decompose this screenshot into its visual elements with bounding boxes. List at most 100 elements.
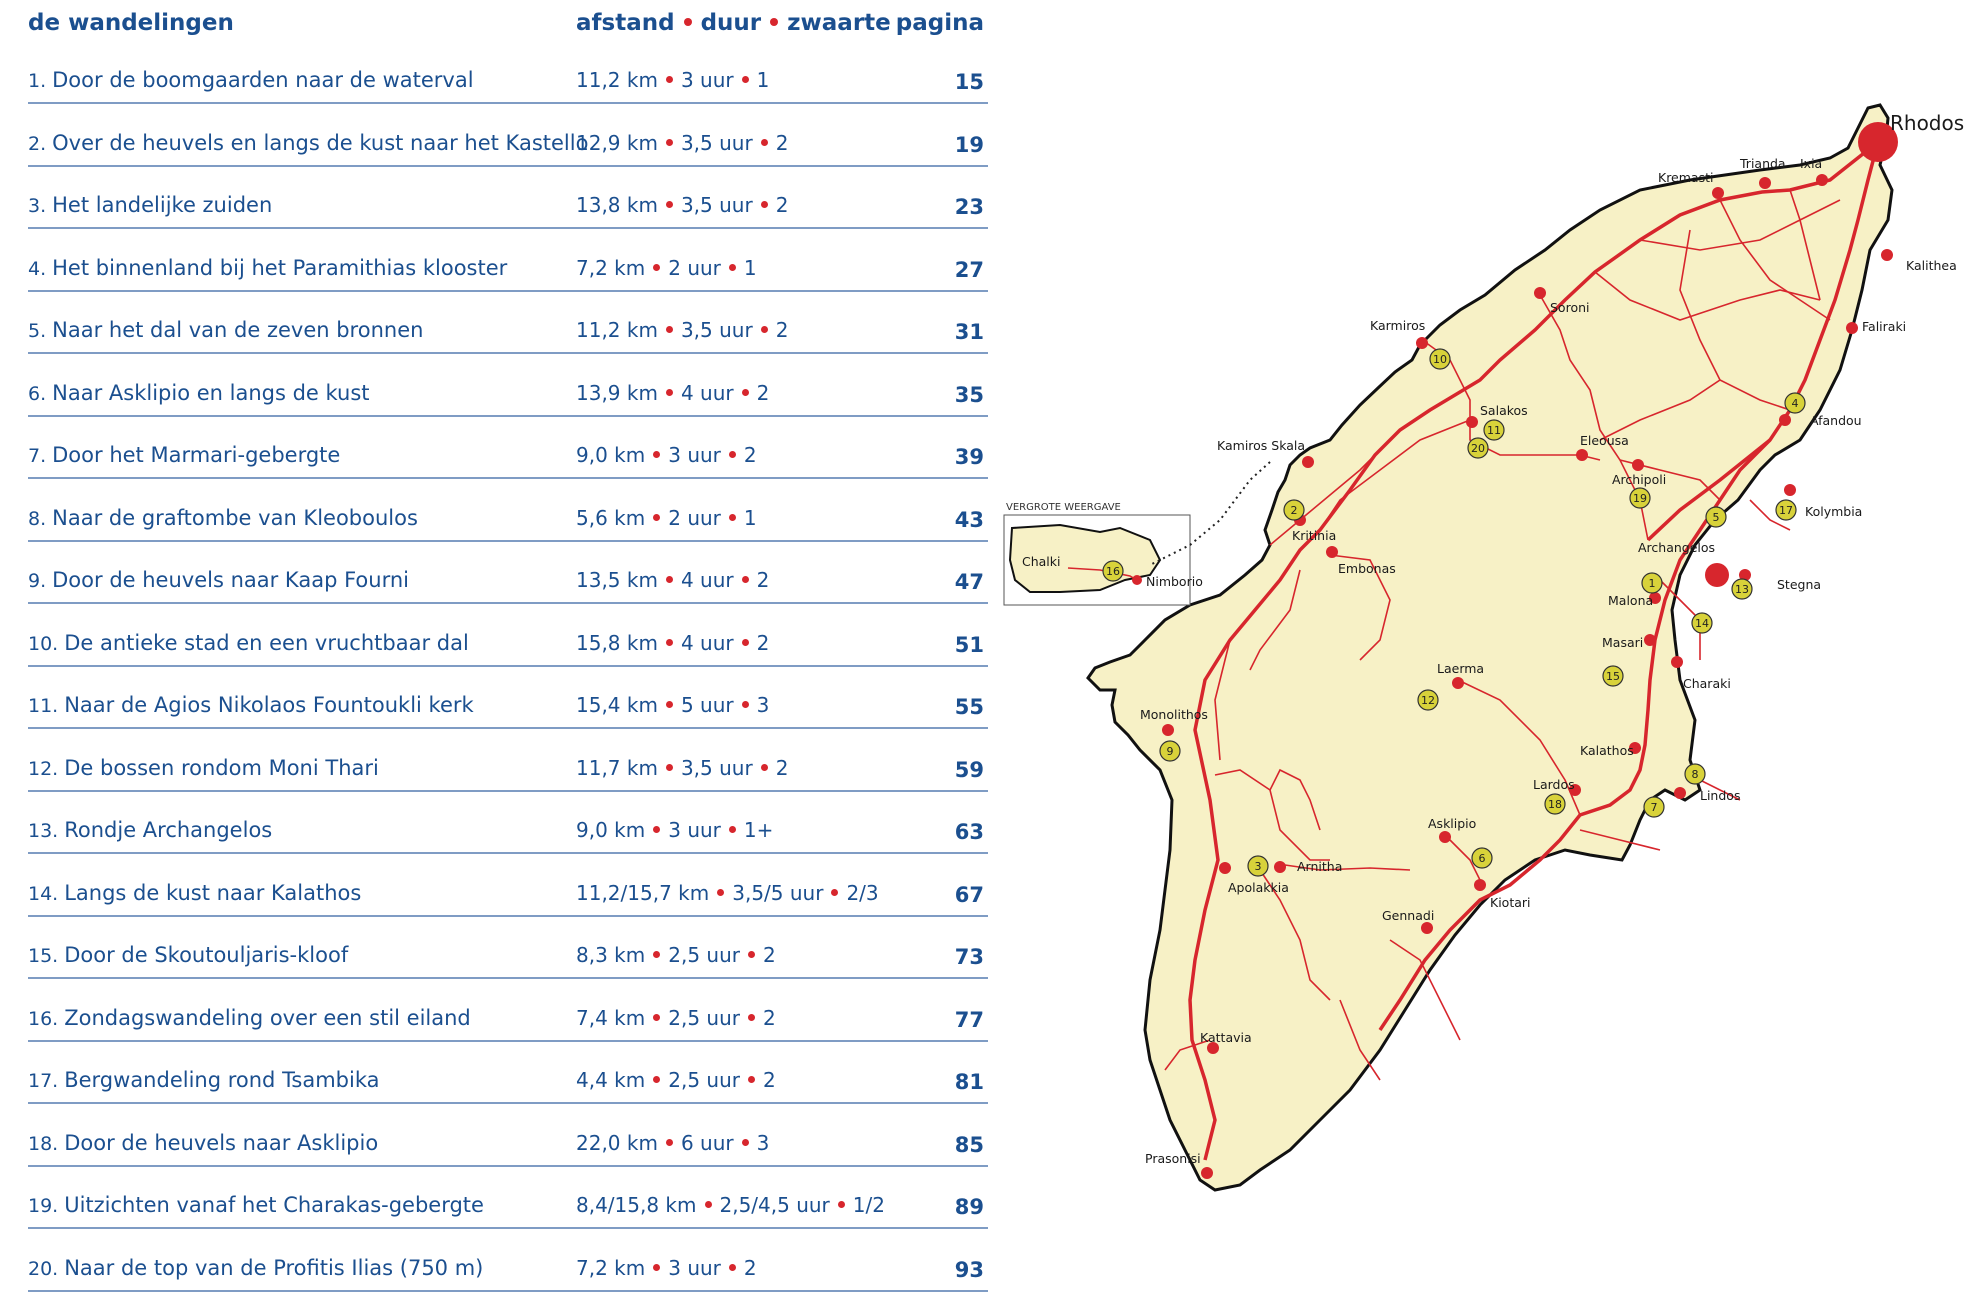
walk-row: 1. Door de boomgaarden naar de waterval 11…: [28, 40, 988, 104]
route-badge-14: 14: [1691, 612, 1713, 634]
separator-dot: [741, 388, 749, 396]
walk-row: 14. Langs de kust naar Kalathos 11,2/15,7 …: [28, 853, 988, 917]
walk-duur: 4 uur: [680, 380, 734, 405]
walk-afstand: 15,4 km: [576, 693, 658, 717]
walk-number: 15.: [28, 945, 59, 967]
route-badge-5: 5: [1705, 506, 1727, 528]
walk-title: Naar de Agios Nikolaos Fountoukli kerk: [64, 693, 474, 717]
walk-pagina: 39: [954, 445, 984, 469]
place-lindos: Lindos: [1700, 788, 1740, 803]
walk-number: 10.: [28, 632, 59, 655]
main-roads: [1188, 140, 1880, 1161]
walk-pagina: 47: [954, 570, 984, 594]
walk-afstand: 9,0 km: [576, 443, 646, 467]
svg-text:8: 8: [1692, 768, 1699, 781]
route-badge-16-label: 16: [1106, 565, 1120, 578]
place-stegna: Stegna: [1777, 577, 1821, 592]
walk-number: 18.: [28, 1132, 59, 1155]
walk-duur: 5 uur: [680, 693, 734, 717]
walk-number: 5.: [28, 320, 47, 342]
separator-dot: [837, 1201, 845, 1208]
route-badge-4: 4: [1784, 392, 1806, 414]
walk-pagina: 19: [954, 132, 984, 157]
route-badge-19: 19: [1629, 487, 1651, 509]
walk-number-title: 19. Uitzichten vanaf het Charakas-gebergt…: [28, 1193, 484, 1217]
route-badge-11: 11: [1483, 419, 1505, 441]
walk-title: Naar de top van de Profitis Ilias (750 m…: [64, 1255, 484, 1280]
walk-pagina: 35: [954, 382, 984, 407]
walk-number: 12.: [28, 757, 59, 780]
walk-number: 9.: [28, 570, 47, 592]
walk-zwaarte: 2: [743, 1255, 757, 1280]
walk-zwaarte: 2: [775, 318, 789, 342]
walk-pagina: 81: [954, 1070, 984, 1094]
walk-stats: 11,7 km 3,5 uur 2: [576, 756, 788, 780]
separator-dot: [665, 638, 673, 646]
route-badge-8: 8: [1684, 763, 1706, 785]
route-badge-1: 1: [1641, 572, 1663, 594]
walk-zwaarte: 1+: [743, 818, 774, 842]
secondary-roads: [1164, 189, 1841, 1081]
walk-title: Over de heuvels en langs de kust naar he…: [52, 130, 589, 155]
walk-afstand: 11,2 km: [576, 318, 658, 342]
walk-stats: 12,9 km 3,5 uur 2: [576, 131, 788, 155]
walk-row: 15. Door de Skoutouljaris-kloof 8,3 km 2,5 …: [28, 915, 988, 979]
walk-pagina: 43: [954, 507, 984, 532]
separator-dot: [741, 1138, 749, 1146]
separator-dot: [683, 17, 692, 26]
separator-dot: [717, 888, 725, 896]
walk-row: 8. Naar de graftombe van Kleoboulos 5,6 km…: [28, 478, 988, 542]
route-badge-3: 3: [1247, 855, 1269, 877]
separator-dot: [747, 1013, 755, 1021]
walk-afstand: 4,4 km: [576, 1068, 646, 1092]
separator-dot: [665, 326, 673, 333]
walk-number-title: 18. Door de heuvels naar Asklipio: [28, 1131, 378, 1155]
walk-afstand: 13,5 km: [576, 568, 658, 592]
walk-row: 17. Bergwandeling rond Tsambika 4,4 km 2,5 …: [28, 1040, 988, 1104]
walk-row: 20. Naar de top van de Profitis Ilias (75…: [28, 1228, 988, 1292]
separator-dot: [653, 513, 661, 521]
walk-duur: 2 uur: [668, 255, 721, 280]
walk-number-title: 8. Naar de graftombe van Kleoboulos: [28, 506, 418, 530]
route-badge-17: 17: [1775, 499, 1797, 521]
place-kalathos: Kalathos: [1580, 743, 1634, 758]
walk-pagina: 15: [954, 70, 984, 94]
walk-pagina: 27: [954, 257, 984, 282]
place-kattavia: Kattavia: [1200, 1030, 1252, 1045]
inset-title: VERGROTE WEERGAVE: [1006, 502, 1121, 513]
main-road-east: [1378, 141, 1880, 1031]
walk-number-title: 9. Door de heuvels naar Kaap Fourni: [28, 568, 409, 592]
place-salakos: Salakos: [1480, 403, 1528, 418]
walk-title: Uitzichten vanaf het Charakas-gebergte: [64, 1193, 484, 1217]
walk-number-title: 16. Zondagswandeling over een stil eiland: [28, 1006, 471, 1030]
place-apolakkia: Apolakkia: [1228, 880, 1289, 895]
walk-duur: 2 uur: [668, 505, 721, 530]
place-asklipio: Asklipio: [1428, 816, 1476, 831]
walk-row: 5. Naar het dal van de zeven bronnen 11,2 …: [28, 290, 988, 354]
walk-afstand: 8,3 km: [576, 943, 646, 967]
walk-duur: 3 uur: [668, 443, 721, 467]
walk-pagina: 89: [954, 1195, 984, 1219]
walk-title: Door de boomgaarden naar de waterval: [52, 68, 474, 92]
main-road-west: [1188, 140, 1880, 1161]
walk-number-title: 15. Door de Skoutouljaris-kloof: [28, 943, 348, 967]
svg-text:3: 3: [1255, 860, 1262, 873]
walk-duur: 3,5 uur: [680, 130, 753, 155]
svg-text:7: 7: [1651, 801, 1658, 814]
walk-number-title: 4. Het binnenland bij het Paramithias klo…: [28, 256, 507, 280]
svg-text:1: 1: [1649, 577, 1656, 590]
header-duur: duur: [700, 10, 762, 36]
rhodos-map: VERGROTE WEERGAVE Chalki Nimborio 16 Rho…: [995, 0, 1970, 1305]
walk-number: 8.: [28, 507, 47, 530]
separator-dot: [760, 138, 768, 146]
walk-title: Door de heuvels naar Asklipio: [64, 1130, 379, 1155]
walk-title: Zondagswandeling over een stil eiland: [64, 1005, 471, 1030]
walk-stats: 11,2/15,7 km 3,5/5 uur 2/3: [576, 881, 879, 905]
walk-zwaarte: 2: [756, 380, 770, 405]
walk-afstand: 22,0 km: [576, 1130, 658, 1155]
walk-zwaarte: 1: [756, 68, 770, 92]
walk-title: Door de heuvels naar Kaap Fourni: [52, 568, 409, 592]
separator-dot: [665, 201, 673, 208]
walk-number: 17.: [28, 1070, 59, 1092]
walk-number-title: 5. Naar het dal van de zeven bronnen: [28, 318, 423, 342]
